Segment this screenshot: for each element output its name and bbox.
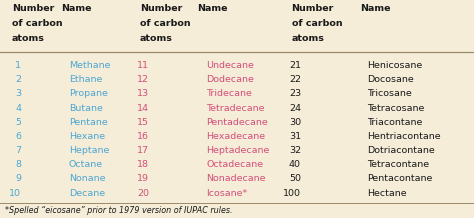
Text: 11: 11	[137, 61, 149, 70]
Text: Methane: Methane	[69, 61, 110, 70]
Text: Heptane: Heptane	[69, 146, 109, 155]
Text: 100: 100	[283, 189, 301, 198]
Text: Pentane: Pentane	[69, 118, 108, 127]
Text: 3: 3	[15, 89, 21, 98]
Text: Tridecane: Tridecane	[206, 89, 252, 98]
Text: Heptadecane: Heptadecane	[206, 146, 270, 155]
Text: 40: 40	[289, 160, 301, 169]
Text: 24: 24	[289, 104, 301, 112]
Text: Tetracontane: Tetracontane	[367, 160, 429, 169]
Text: Number: Number	[292, 4, 334, 13]
Text: 10: 10	[9, 189, 21, 198]
Text: of carbon: of carbon	[292, 19, 342, 28]
Text: Name: Name	[197, 4, 227, 13]
Text: Tetracosane: Tetracosane	[367, 104, 425, 112]
Text: of carbon: of carbon	[140, 19, 191, 28]
Text: 30: 30	[289, 118, 301, 127]
Text: Tetradecane: Tetradecane	[206, 104, 264, 112]
Text: Number: Number	[12, 4, 54, 13]
Text: Name: Name	[62, 4, 92, 13]
Text: 12: 12	[137, 75, 149, 84]
Text: Tricosane: Tricosane	[367, 89, 412, 98]
Text: Pentacontane: Pentacontane	[367, 174, 433, 183]
Text: 6: 6	[15, 132, 21, 141]
Text: atoms: atoms	[292, 34, 324, 43]
Text: Hentriacontane: Hentriacontane	[367, 132, 441, 141]
Text: Butane: Butane	[69, 104, 102, 112]
Text: 4: 4	[15, 104, 21, 112]
Text: Hectane: Hectane	[367, 189, 407, 198]
Text: 21: 21	[289, 61, 301, 70]
Text: Nonadecane: Nonadecane	[206, 174, 266, 183]
Text: Triacontane: Triacontane	[367, 118, 423, 127]
Text: 17: 17	[137, 146, 149, 155]
Text: Name: Name	[360, 4, 391, 13]
Text: Henicosane: Henicosane	[367, 61, 423, 70]
Text: Number: Number	[140, 4, 182, 13]
Text: 8: 8	[15, 160, 21, 169]
Text: 2: 2	[15, 75, 21, 84]
Text: 5: 5	[15, 118, 21, 127]
Text: atoms: atoms	[12, 34, 45, 43]
Text: 13: 13	[137, 89, 149, 98]
Text: 14: 14	[137, 104, 149, 112]
Text: Nonane: Nonane	[69, 174, 105, 183]
Text: 1: 1	[15, 61, 21, 70]
Text: *Spelled “eicosane” prior to 1979 version of IUPAC rules.: *Spelled “eicosane” prior to 1979 versio…	[5, 206, 232, 215]
Text: Hexane: Hexane	[69, 132, 105, 141]
Text: Ethane: Ethane	[69, 75, 102, 84]
Text: 15: 15	[137, 118, 149, 127]
Text: 31: 31	[289, 132, 301, 141]
Text: atoms: atoms	[140, 34, 173, 43]
Text: Dotriacontane: Dotriacontane	[367, 146, 435, 155]
Text: Octadecane: Octadecane	[206, 160, 264, 169]
Text: 18: 18	[137, 160, 149, 169]
Text: 50: 50	[289, 174, 301, 183]
Text: 23: 23	[289, 89, 301, 98]
Text: 16: 16	[137, 132, 149, 141]
Text: Octane: Octane	[69, 160, 103, 169]
Text: 20: 20	[137, 189, 149, 198]
Text: Undecane: Undecane	[206, 61, 254, 70]
Text: Hexadecane: Hexadecane	[206, 132, 265, 141]
Text: Docosane: Docosane	[367, 75, 414, 84]
Text: Decane: Decane	[69, 189, 105, 198]
Text: 32: 32	[289, 146, 301, 155]
Text: 9: 9	[15, 174, 21, 183]
Text: Pentadecane: Pentadecane	[206, 118, 268, 127]
Text: Propane: Propane	[69, 89, 108, 98]
Text: 19: 19	[137, 174, 149, 183]
Text: 22: 22	[289, 75, 301, 84]
Text: Icosane*: Icosane*	[206, 189, 247, 198]
Text: of carbon: of carbon	[12, 19, 63, 28]
Text: 7: 7	[15, 146, 21, 155]
Text: Dodecane: Dodecane	[206, 75, 254, 84]
